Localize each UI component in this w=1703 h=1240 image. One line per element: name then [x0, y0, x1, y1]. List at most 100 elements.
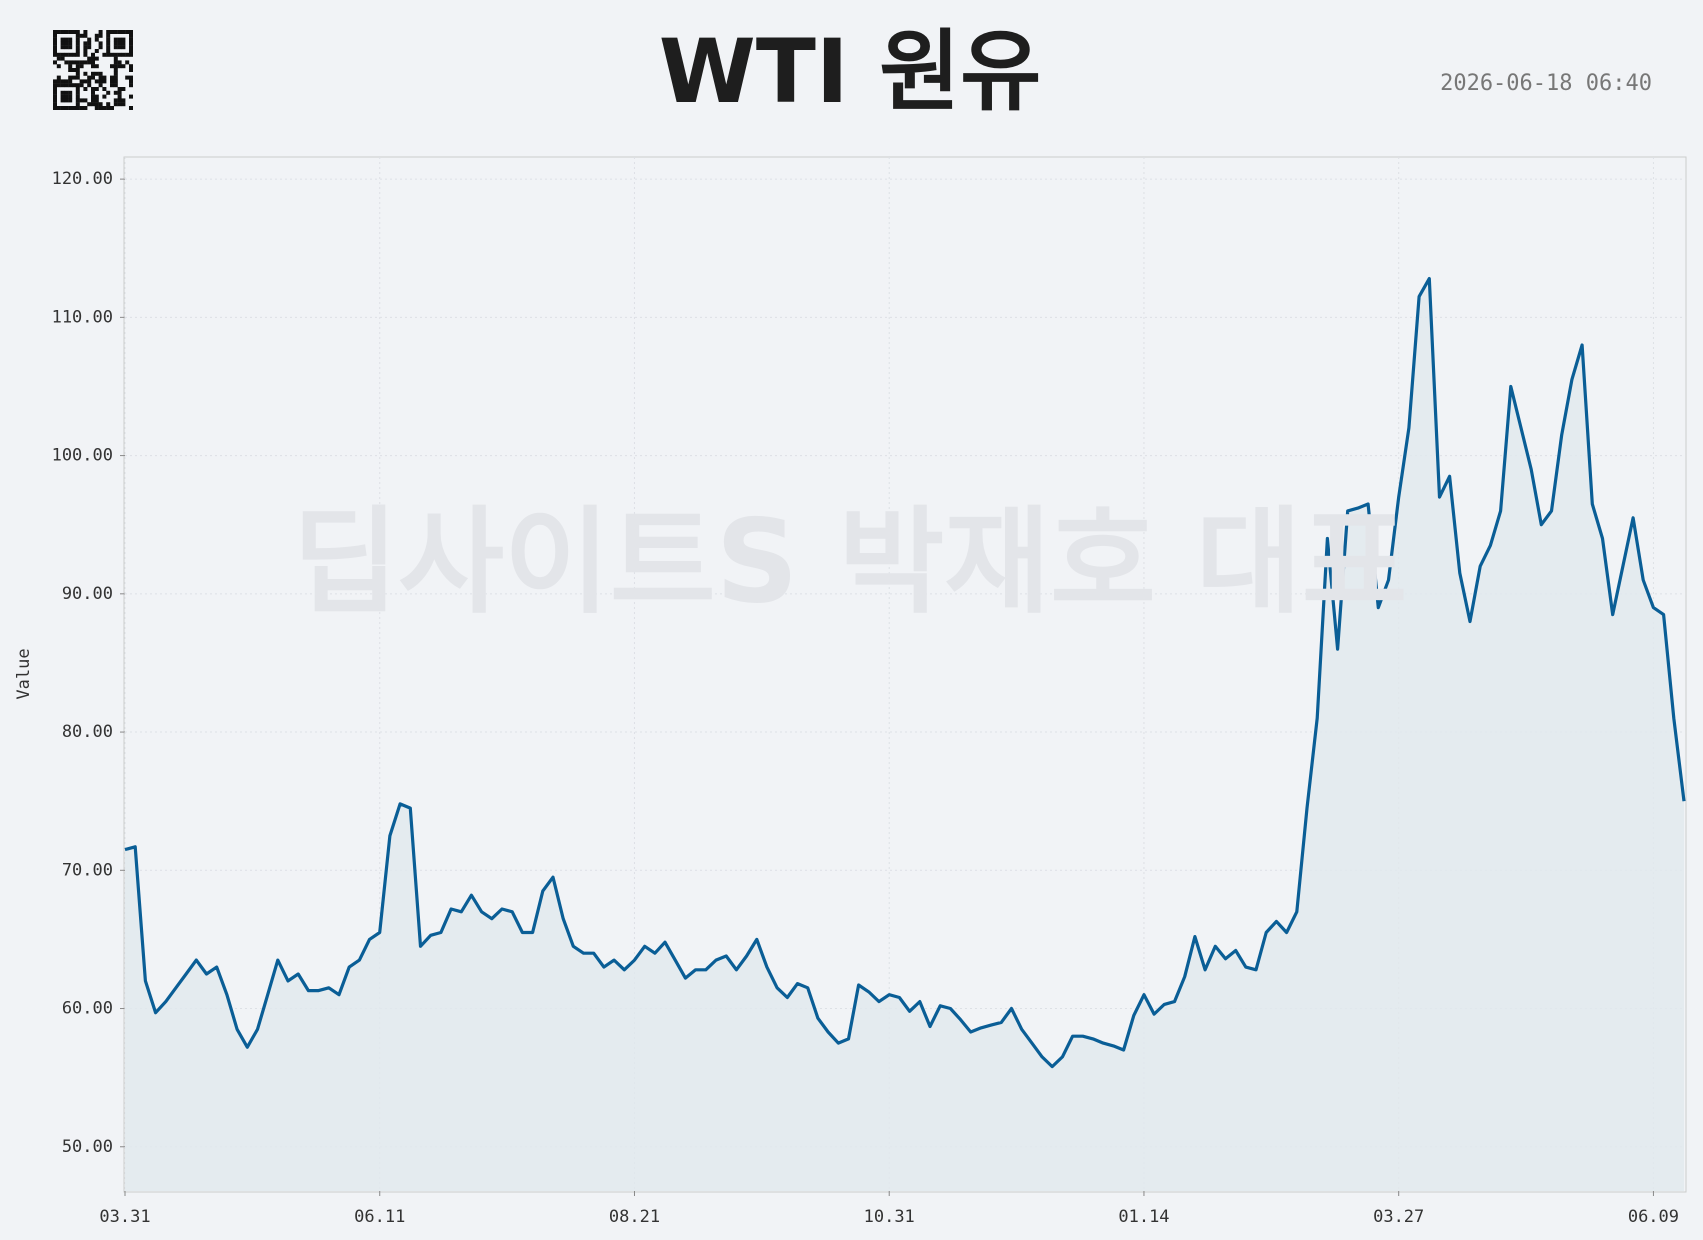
qr-cell	[75, 33, 80, 38]
x-tick-label: 06.09	[1628, 1207, 1679, 1227]
plot-frame	[123, 156, 1687, 1193]
qr-cell	[125, 60, 130, 65]
qr-cell	[53, 41, 57, 46]
qr-cell	[98, 33, 103, 38]
qr-cell	[110, 83, 114, 88]
qr-cell	[106, 49, 111, 53]
qr-cell	[68, 52, 73, 57]
qr-cell	[113, 75, 118, 80]
qr-cell	[129, 33, 133, 38]
qr-cell	[83, 98, 88, 103]
qr-cell	[87, 45, 92, 50]
qr-cell	[83, 106, 88, 110]
qr-cell	[83, 30, 88, 34]
qr-cell	[79, 106, 84, 110]
qr-cell	[129, 64, 133, 69]
qr-cell	[64, 41, 69, 46]
qr-cell	[87, 37, 92, 42]
qr-cell	[121, 64, 126, 69]
qr-cell	[68, 37, 73, 42]
qr-cell	[68, 64, 73, 69]
qr-cell	[75, 90, 80, 95]
qr-cell	[102, 87, 107, 91]
qr-cell	[121, 102, 126, 107]
qr-cell	[129, 41, 133, 46]
qr-cell	[68, 75, 73, 80]
qr-cell	[60, 94, 65, 99]
qr-cell	[68, 90, 73, 95]
qr-cell	[72, 30, 76, 34]
x-tick-label: 10.31	[864, 1207, 915, 1227]
qr-cell	[98, 79, 103, 84]
qr-cell	[75, 68, 80, 72]
qr-cell	[91, 52, 95, 57]
qr-cell	[113, 79, 118, 84]
qr-cell	[117, 37, 122, 42]
qr-cell	[75, 60, 80, 65]
qr-cell	[72, 68, 76, 72]
qr-cell	[53, 90, 57, 95]
qr-cell	[110, 75, 114, 80]
qr-cell	[94, 79, 99, 84]
qr-cell	[102, 79, 107, 84]
qr-cell	[60, 79, 65, 84]
qr-cell	[110, 79, 114, 84]
qr-cell	[56, 79, 61, 84]
qr-cell	[117, 102, 122, 107]
x-tick-label: 03.31	[99, 1207, 150, 1227]
qr-cell	[91, 75, 95, 80]
qr-cell	[94, 106, 99, 110]
qr-cell	[83, 60, 88, 65]
qr-cell	[117, 41, 122, 46]
qr-cell	[94, 94, 99, 99]
qr-cell	[75, 83, 80, 88]
qr-cell	[68, 45, 73, 50]
y-tick-label: 120.00	[52, 169, 113, 189]
qr-cell	[117, 94, 122, 99]
qr-cell	[75, 37, 80, 42]
qr-cell	[117, 98, 122, 103]
qr-cell	[53, 102, 57, 107]
x-tick-label: 01.14	[1118, 1207, 1169, 1227]
qr-cell	[60, 37, 65, 42]
qr-cell	[75, 71, 80, 76]
qr-cell	[113, 45, 118, 50]
qr-cell	[60, 98, 65, 103]
qr-cell	[113, 52, 118, 57]
y-tick-label: 90.00	[62, 584, 113, 604]
qr-cell	[60, 30, 65, 34]
timestamp: 2026-06-18 06:40	[1440, 71, 1652, 96]
qr-cell	[87, 60, 92, 65]
qr-cell	[68, 83, 73, 88]
qr-cell	[121, 41, 126, 46]
qr-cell	[91, 98, 95, 103]
qr-cell	[98, 30, 103, 34]
qr-cell	[60, 83, 65, 88]
qr-cell	[75, 30, 80, 34]
qr-cell	[75, 75, 80, 80]
qr-cell	[75, 106, 80, 110]
qr-cell	[98, 71, 103, 76]
qr-cell	[113, 37, 118, 42]
qr-cell	[113, 41, 118, 46]
qr-cell	[72, 83, 76, 88]
qr-cell	[64, 79, 69, 84]
qr-cell	[129, 79, 133, 84]
qr-cell	[64, 52, 69, 57]
qr-cell	[106, 52, 111, 57]
qr-cell	[79, 60, 84, 65]
qr-cell	[56, 52, 61, 57]
qr-cell	[79, 98, 84, 103]
qr-cell	[106, 45, 111, 50]
qr-cell	[121, 37, 126, 42]
qr-cell	[121, 87, 126, 91]
qr-cell	[98, 41, 103, 46]
qr-cell	[98, 102, 103, 107]
qr-cell	[117, 90, 122, 95]
qr-cell	[129, 106, 133, 110]
qr-cell	[106, 37, 111, 42]
qr-cell	[129, 68, 133, 72]
qr-cell	[106, 41, 111, 46]
qr-cell	[64, 98, 69, 103]
qr-cell	[87, 56, 92, 61]
